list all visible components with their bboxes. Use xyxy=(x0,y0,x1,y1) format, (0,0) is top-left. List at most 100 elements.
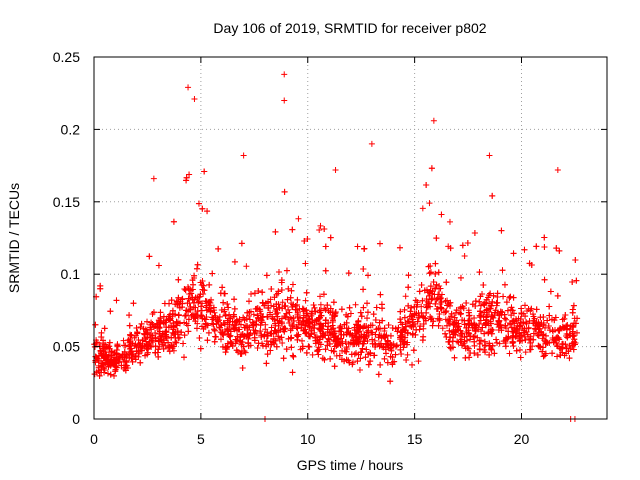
data-point xyxy=(331,343,338,350)
data-point xyxy=(219,329,226,336)
data-point xyxy=(516,322,523,329)
data-point xyxy=(183,320,190,327)
data-point xyxy=(358,313,365,320)
data-point xyxy=(381,325,388,332)
data-point xyxy=(184,300,191,307)
data-point xyxy=(409,361,416,368)
data-point xyxy=(305,318,312,325)
data-point xyxy=(113,350,120,357)
data-point xyxy=(104,370,111,377)
data-point xyxy=(281,325,288,332)
data-point xyxy=(233,347,240,354)
data-point xyxy=(389,324,396,331)
data-point xyxy=(446,302,453,309)
data-point xyxy=(199,300,206,307)
data-point xyxy=(239,365,246,372)
data-point xyxy=(569,342,576,349)
data-point xyxy=(546,303,553,310)
data-point xyxy=(407,308,414,315)
data-point xyxy=(257,322,264,329)
data-point xyxy=(101,325,108,332)
data-point xyxy=(237,350,244,357)
data-point xyxy=(416,288,423,295)
plot-frame xyxy=(93,56,608,420)
data-point xyxy=(271,316,278,323)
data-point xyxy=(349,340,356,347)
data-point xyxy=(339,338,346,345)
data-point xyxy=(264,333,271,340)
data-point xyxy=(365,361,372,368)
data-point xyxy=(501,281,508,288)
data-point xyxy=(210,304,217,311)
data-point xyxy=(402,334,409,341)
data-point xyxy=(312,340,319,347)
data-point xyxy=(376,319,383,326)
y-tick-label: 0.2 xyxy=(61,121,81,137)
data-point xyxy=(336,327,343,334)
data-point xyxy=(527,346,534,353)
data-point xyxy=(516,347,523,354)
data-point xyxy=(289,369,296,376)
data-point xyxy=(131,334,138,341)
data-point xyxy=(280,355,287,362)
data-point xyxy=(275,322,282,329)
data-point xyxy=(290,353,297,360)
data-point xyxy=(324,302,331,309)
data-point xyxy=(302,297,309,304)
data-point xyxy=(105,353,112,360)
data-point xyxy=(343,346,350,353)
data-point xyxy=(330,299,337,306)
data-point xyxy=(285,306,292,313)
data-point xyxy=(198,303,205,310)
data-point xyxy=(482,299,489,306)
data-point xyxy=(497,308,504,315)
data-point xyxy=(231,305,238,312)
data-point xyxy=(290,317,297,324)
data-point xyxy=(396,244,403,251)
data-point xyxy=(211,326,218,333)
data-point xyxy=(259,342,266,349)
data-point xyxy=(186,171,193,178)
data-point xyxy=(234,333,241,340)
data-point xyxy=(174,331,181,338)
data-point xyxy=(522,313,529,320)
data-point xyxy=(295,215,302,222)
data-point xyxy=(316,226,323,233)
data-point xyxy=(536,322,543,329)
data-point xyxy=(476,308,483,315)
data-point xyxy=(238,347,245,354)
data-point xyxy=(239,339,246,346)
data-point xyxy=(221,308,228,315)
data-point xyxy=(466,312,473,319)
data-point xyxy=(562,312,569,319)
data-point xyxy=(313,318,320,325)
data-point xyxy=(375,371,382,378)
data-point xyxy=(140,325,147,332)
data-point xyxy=(128,345,135,352)
data-point xyxy=(367,358,374,365)
data-point xyxy=(355,317,362,324)
x-tick-label: 0 xyxy=(90,431,98,447)
data-point xyxy=(144,318,151,325)
data-point xyxy=(486,306,493,313)
data-point xyxy=(278,277,285,284)
data-point xyxy=(457,304,464,311)
data-point xyxy=(250,326,257,333)
data-point xyxy=(211,309,218,316)
data-point xyxy=(326,336,333,343)
data-point xyxy=(329,318,336,325)
data-point xyxy=(107,371,114,378)
data-point xyxy=(569,279,576,286)
data-point xyxy=(224,301,231,308)
data-point xyxy=(426,292,433,299)
data-point xyxy=(246,316,253,323)
data-point xyxy=(359,345,366,352)
data-point xyxy=(130,300,137,307)
data-point xyxy=(536,343,543,350)
data-point xyxy=(527,336,534,343)
data-point xyxy=(572,320,579,327)
data-point xyxy=(185,328,192,335)
data-point xyxy=(222,344,229,351)
data-point xyxy=(210,321,217,328)
data-point xyxy=(199,205,206,212)
